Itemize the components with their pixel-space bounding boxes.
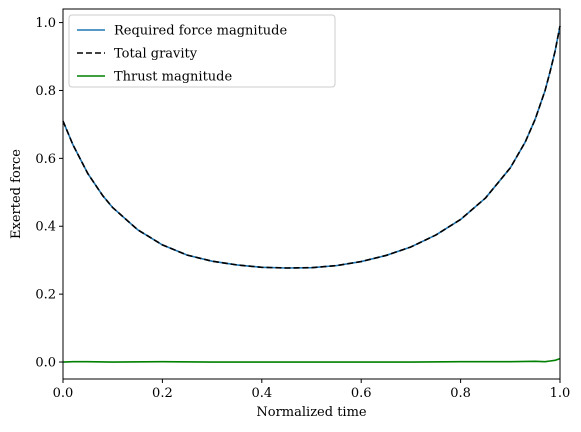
x-tick-label: 0.0 xyxy=(53,386,74,401)
legend-box xyxy=(68,14,336,88)
axes-frame xyxy=(62,8,561,380)
series-layer xyxy=(62,25,561,363)
y-axis-label: Exerted force xyxy=(9,149,24,239)
x-tick-label: 0.8 xyxy=(450,386,471,401)
y-tick-label: 0.4 xyxy=(35,220,56,235)
y-tick-label: 0.2 xyxy=(35,288,56,303)
y-tick-label: 1.0 xyxy=(35,16,56,31)
y-tick-label: 0.6 xyxy=(35,152,56,167)
legend: Required force magnitude Total gravity Thr… xyxy=(68,14,336,88)
x-tick-label: 0.2 xyxy=(152,386,173,401)
y-tick-label: 0.8 xyxy=(35,84,56,99)
x-axis-label: Normalized time xyxy=(256,405,367,420)
x-tick-label: 0.4 xyxy=(251,386,272,401)
series-line-thrust-magnitude xyxy=(62,357,561,363)
y-axis: 0.0 0.2 0.4 0.6 0.8 1.0 xyxy=(35,16,63,371)
x-tick-label: 1.0 xyxy=(550,386,571,401)
legend-label: Required force magnitude xyxy=(114,24,288,39)
x-tick-label: 0.6 xyxy=(351,386,372,401)
y-tick-label: 0.0 xyxy=(35,356,56,371)
series-line-total-gravity xyxy=(62,25,561,269)
legend-label: Total gravity xyxy=(114,47,198,62)
legend-label: Thrust magnitude xyxy=(114,70,233,85)
x-axis: 0.0 0.2 0.4 0.6 0.8 1.0 xyxy=(53,379,571,401)
